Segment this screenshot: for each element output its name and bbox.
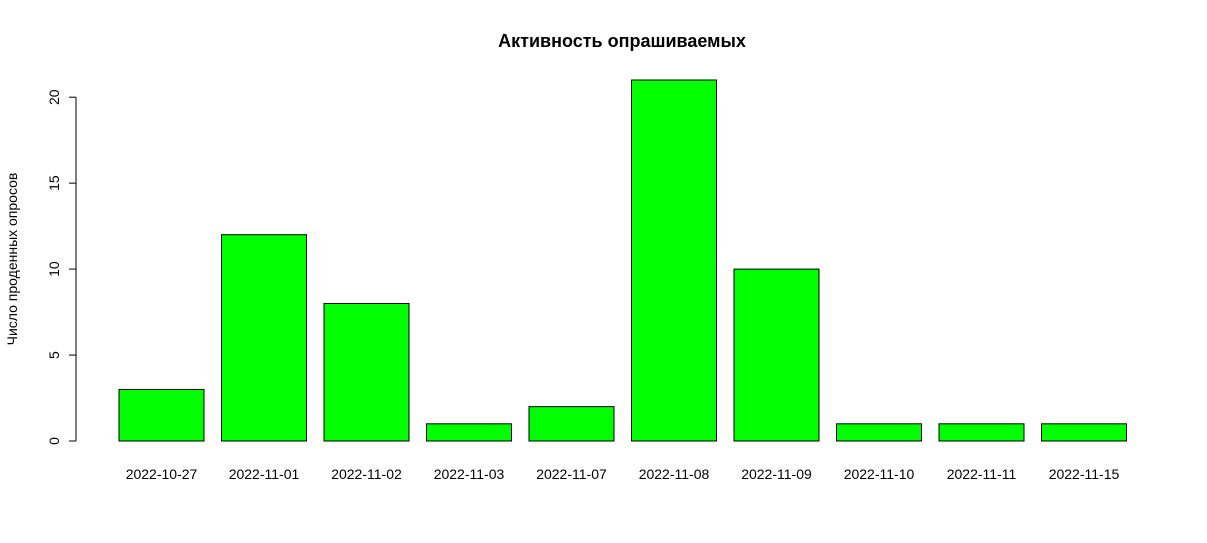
x-tick-label: 2022-11-03 bbox=[434, 466, 505, 482]
bar bbox=[631, 79, 717, 442]
x-tick-label: 2022-11-10 bbox=[844, 466, 915, 482]
bar bbox=[938, 423, 1025, 442]
bar bbox=[1041, 423, 1127, 442]
x-tick-label: 2022-11-15 bbox=[1049, 466, 1120, 482]
bar bbox=[836, 423, 922, 442]
x-tick-label: 2022-10-27 bbox=[126, 466, 198, 482]
x-tick-label: 2022-11-08 bbox=[639, 466, 710, 482]
bars bbox=[118, 79, 1127, 442]
chart-title: Активность опрашиваемых bbox=[498, 31, 746, 51]
bar bbox=[733, 268, 820, 442]
bar bbox=[221, 234, 307, 442]
x-axis-labels: 2022-10-27 2022-11-01 2022-11-02 2022-11-03… bbox=[126, 466, 1120, 482]
x-tick-label: 2022-11-01 bbox=[229, 466, 300, 482]
x-tick-label: 2022-11-07 bbox=[536, 466, 607, 482]
x-tick-label: 2022-11-09 bbox=[741, 466, 812, 482]
bar bbox=[528, 406, 615, 442]
y-tick-label: 10 bbox=[46, 261, 62, 277]
y-tick-label: 20 bbox=[46, 89, 62, 105]
bar bbox=[118, 388, 205, 442]
bar bbox=[426, 423, 512, 442]
y-tick-label: 0 bbox=[46, 437, 62, 445]
y-tick-label: 5 bbox=[46, 351, 62, 359]
bar bbox=[323, 302, 410, 442]
y-axis-label: Число проденных опросов bbox=[4, 173, 20, 346]
x-tick-label: 2022-11-11 bbox=[947, 466, 1017, 482]
y-axis: 0 5 10 15 20 bbox=[46, 89, 77, 445]
y-tick-label: 15 bbox=[46, 175, 62, 191]
x-tick-label: 2022-11-02 bbox=[331, 466, 402, 482]
